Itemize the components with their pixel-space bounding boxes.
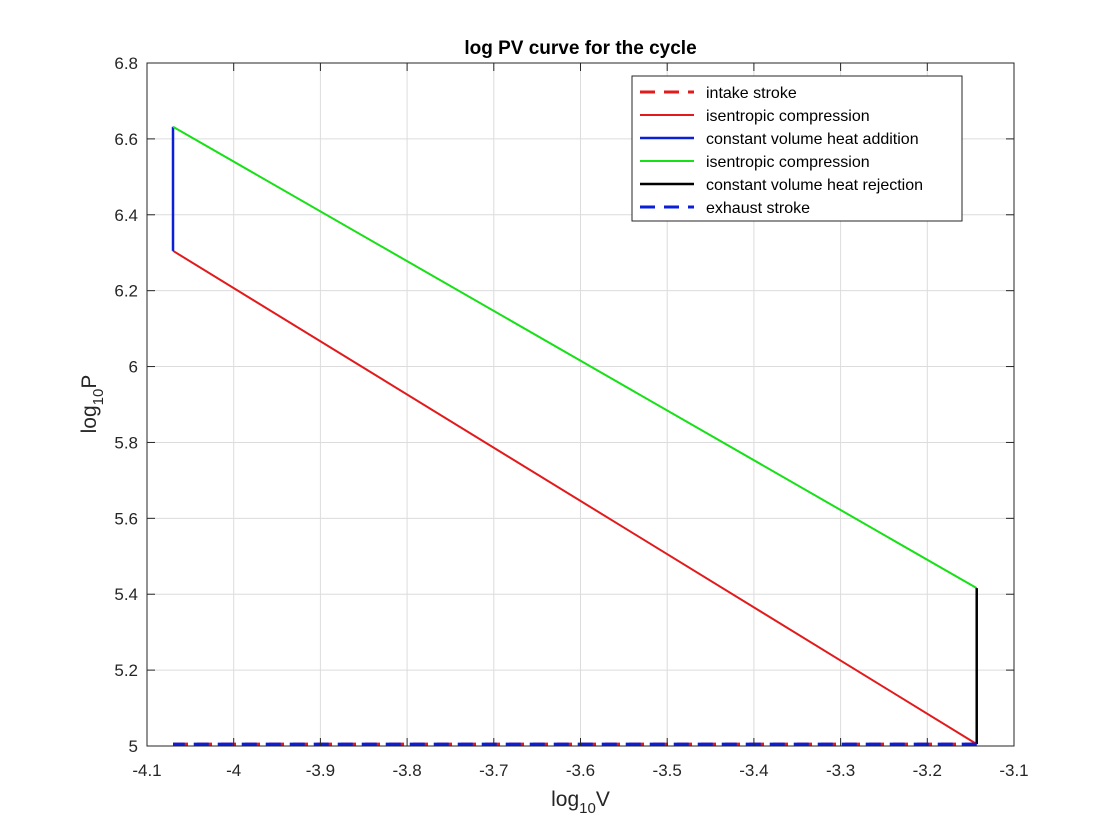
legend-label-4: constant volume heat rejection [706, 177, 923, 194]
legend-label-1: isentropic compression [706, 108, 870, 125]
x-tick-label: -4.1 [132, 761, 161, 780]
y-tick-label: 5.2 [114, 661, 138, 680]
y-axis-label: log10P [78, 375, 107, 434]
y-tick-label: 6.2 [114, 282, 138, 301]
y-tick-label: 5.4 [114, 585, 138, 604]
series-layer [171, 125, 978, 746]
legend-label-0: intake stroke [706, 85, 797, 102]
x-tick-label: -3.4 [739, 761, 768, 780]
x-axis-label: log10V [551, 788, 610, 817]
x-tick-label: -3.5 [653, 761, 682, 780]
y-tick-label: 5.6 [114, 509, 138, 528]
x-tick-label: -3.3 [826, 761, 855, 780]
x-tick-label: -3.1 [999, 761, 1028, 780]
legend-label-5: exhaust stroke [706, 200, 810, 217]
y-tick-label: 5.8 [114, 433, 138, 452]
legend: intake stroke isentropic compression const… [631, 75, 963, 222]
y-tick-label: 6.8 [114, 54, 138, 73]
x-tick-label: -3.7 [479, 761, 508, 780]
ticks: -4.1 -4 -3.9 -3.8 -3.7 -3.6 -3.5 -3.4 -3.3 -3.2 -3… [114, 54, 1028, 780]
x-tick-label: -3.6 [566, 761, 595, 780]
chart-title: log PV curve for the cycle [464, 38, 696, 59]
x-tick-label: -4 [226, 761, 241, 780]
series-line-isentropic-compression-1 [172, 249, 978, 745]
x-tick-label: -3.8 [392, 761, 421, 780]
legend-label-2: constant volume heat addition [706, 131, 919, 148]
x-tick-label: -3.9 [306, 761, 335, 780]
y-tick-label: 6.6 [114, 130, 138, 149]
series-line-isentropic-compression-3 [172, 125, 978, 590]
legend-box [631, 75, 963, 222]
y-tick-label: 6.4 [114, 206, 138, 225]
legend-label-3: isentropic compression [706, 154, 870, 171]
y-tick-label: 5 [129, 737, 138, 756]
y-tick-label: 6 [129, 358, 138, 377]
x-tick-label: -3.2 [913, 761, 942, 780]
